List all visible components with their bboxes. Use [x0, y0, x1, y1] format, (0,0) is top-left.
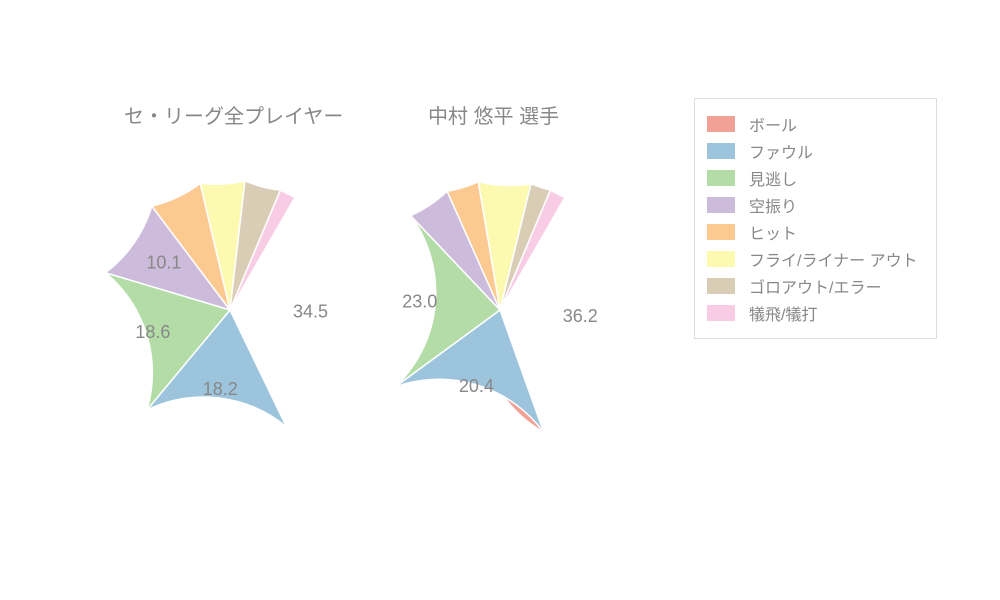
pie-slice-label-foul: 18.2	[203, 379, 238, 399]
legend-item-ball: ボール	[707, 112, 918, 136]
legend-swatch-miss	[707, 170, 735, 186]
pie-chart-right: 36.2 20.4 23.0	[368, 178, 632, 442]
pie-chart-left: 34.5 18.2 18.6 10.1	[98, 178, 362, 442]
legend-label-foul: ファウル	[749, 139, 813, 163]
legend-swatch-ball	[707, 116, 735, 132]
legend-swatch-sac	[707, 305, 735, 321]
pie-slice-label-ball: 36.2	[563, 306, 598, 326]
pie-slice-label-miss: 23.0	[402, 292, 437, 312]
legend-swatch-ground_err	[707, 278, 735, 294]
chart-container: セ・リーグ全プレイヤー 中村 悠平 選手 34.5 18.2 18.6 10.1 36…	[0, 0, 1000, 600]
legend-item-sac: 犠飛/犠打	[707, 301, 918, 325]
legend-item-fly_liner: フライ/ライナー アウト	[707, 247, 918, 271]
legend-label-ball: ボール	[749, 112, 797, 136]
pie-slice-label-foul: 20.4	[459, 376, 494, 396]
legend-label-miss: 見逃し	[749, 166, 797, 190]
pie-title-left: セ・リーグ全プレイヤー	[124, 100, 343, 129]
legend-swatch-foul	[707, 143, 735, 159]
legend-item-swing: 空振り	[707, 193, 918, 217]
pie-slice-label-miss: 18.6	[135, 322, 170, 342]
legend-item-hit: ヒット	[707, 220, 918, 244]
pie-slice-label-ball: 34.5	[293, 302, 328, 322]
pie-slice-label-swing: 10.1	[146, 253, 181, 273]
legend-label-hit: ヒット	[749, 220, 797, 244]
legend-swatch-fly_liner	[707, 251, 735, 267]
legend-swatch-swing	[707, 197, 735, 213]
legend-label-ground_err: ゴロアウト/エラー	[749, 274, 881, 298]
legend-swatch-hit	[707, 224, 735, 240]
legend-item-miss: 見逃し	[707, 166, 918, 190]
legend-item-foul: ファウル	[707, 139, 918, 163]
legend: ボールファウル見逃し空振りヒットフライ/ライナー アウトゴロアウト/エラー犠飛/…	[694, 98, 937, 339]
pie-title-right: 中村 悠平 選手	[428, 100, 559, 129]
legend-label-swing: 空振り	[749, 193, 797, 217]
legend-item-ground_err: ゴロアウト/エラー	[707, 274, 918, 298]
legend-label-sac: 犠飛/犠打	[749, 301, 817, 325]
legend-label-fly_liner: フライ/ライナー アウト	[749, 247, 918, 271]
